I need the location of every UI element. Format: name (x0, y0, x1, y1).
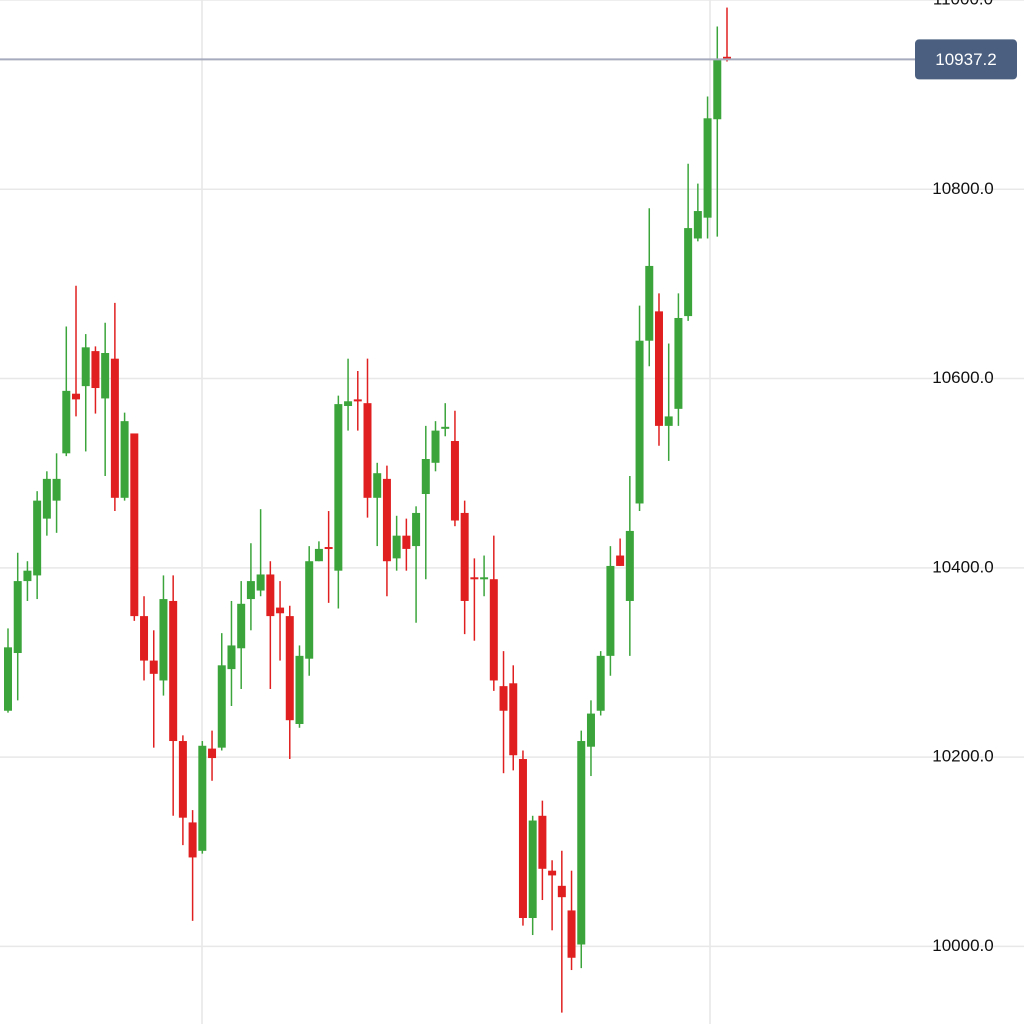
candle-body (674, 317, 683, 409)
candle-body (528, 820, 537, 919)
candle-body (23, 570, 32, 582)
candle-body (353, 399, 362, 402)
candle-body (625, 530, 634, 601)
candle-body (227, 645, 236, 670)
candle-body (441, 426, 450, 429)
y-tick-label: 10600.0 (932, 368, 993, 387)
candle-body (237, 603, 246, 649)
candle-body (363, 403, 372, 498)
candle-body (52, 478, 61, 501)
candle-body (198, 745, 207, 851)
candle-body (42, 478, 51, 519)
candle-body (149, 660, 158, 674)
candle-body (460, 512, 469, 601)
candle-body (256, 574, 265, 591)
candle-body (276, 607, 285, 614)
candle-body (81, 347, 90, 387)
candle-body (713, 59, 722, 120)
candle-body (266, 574, 275, 617)
candle-body (382, 478, 391, 562)
candle-body (159, 599, 168, 681)
candle-body (169, 600, 178, 742)
candle-body (548, 870, 557, 876)
y-tick-label: 10200.0 (932, 747, 993, 766)
current-price-label: 10937.2 (935, 50, 996, 69)
candle-body (693, 211, 702, 239)
candle-body (489, 579, 498, 681)
candle-body (208, 748, 217, 759)
candle-body (178, 741, 187, 818)
candle-body (4, 647, 12, 711)
candle-body (110, 358, 119, 498)
candle-body (723, 56, 731, 60)
candle-body (62, 390, 71, 454)
candle-body (654, 311, 663, 426)
candle-body (101, 353, 110, 399)
candle-body (509, 683, 518, 756)
candle-body (91, 351, 100, 389)
candle-body (246, 581, 255, 600)
candle-body (567, 910, 576, 958)
candle-body (392, 535, 401, 559)
candle-body (431, 430, 440, 463)
candle-body (120, 421, 129, 498)
candle-body (334, 404, 343, 571)
candle-body (33, 500, 42, 576)
candle-body (664, 416, 673, 426)
candle-body (188, 822, 197, 858)
candle-body (518, 759, 527, 919)
candle-body (606, 565, 615, 656)
candle-body (703, 118, 712, 218)
candle-body (314, 548, 323, 562)
y-tick-label: 11000.0 (933, 0, 993, 8)
candle-body (13, 581, 22, 654)
candle-body (285, 616, 294, 721)
candle-body (557, 885, 566, 898)
candle-body (499, 686, 508, 711)
y-tick-label: 10000.0 (932, 936, 993, 955)
candle-body (130, 433, 139, 617)
candle-body (344, 401, 353, 407)
candle-body (412, 512, 421, 547)
candle-body (645, 265, 654, 341)
candle-body (480, 577, 489, 580)
candle-body (684, 228, 693, 317)
candle-body (470, 577, 479, 580)
candle-body (450, 441, 459, 521)
candle-body (373, 473, 382, 498)
candle-body (324, 547, 333, 550)
current-price-badge (915, 39, 1017, 80)
candle-body (635, 340, 644, 504)
candle-body (72, 393, 81, 400)
candle-body (577, 741, 586, 945)
candle-body (140, 616, 149, 661)
candle-body (616, 555, 625, 566)
candle-body (305, 561, 314, 659)
candle-body (538, 815, 547, 869)
candle-body (402, 535, 411, 549)
candle-body (596, 655, 605, 711)
candle-body (217, 665, 226, 748)
candle-body (421, 459, 430, 495)
candle-body (586, 713, 595, 747)
y-tick-label: 10400.0 (932, 557, 993, 576)
y-tick-label: 10800.0 (932, 179, 993, 198)
candle-body (295, 655, 304, 724)
